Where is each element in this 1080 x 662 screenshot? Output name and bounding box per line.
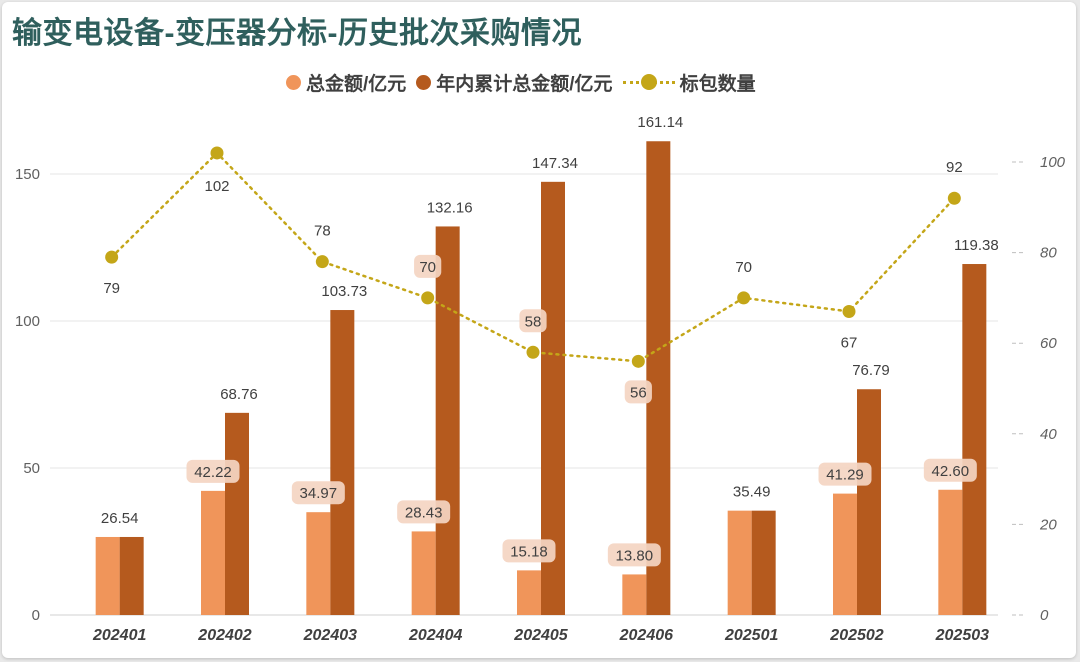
label-cumulative: 119.38: [954, 237, 999, 254]
left-axis-tick-label: 100: [15, 313, 40, 330]
point-count: [210, 146, 224, 160]
point-count: [947, 191, 961, 205]
bar-cumulative: [435, 226, 460, 616]
label-total-bg: [291, 481, 345, 505]
bar-total: [938, 489, 963, 615]
bar-cumulative: [330, 310, 355, 615]
label-cumulative: 76.79: [852, 362, 890, 379]
label-count: 67: [841, 334, 858, 351]
label-cumulative: 161.14: [637, 114, 683, 131]
legend-item-count: 标包数量: [622, 69, 756, 96]
label-total-bg: [397, 500, 451, 524]
label-count-bg: [519, 309, 547, 333]
label-count: 70: [735, 259, 752, 276]
x-axis-tick-label: 202503: [935, 627, 989, 644]
label-count-bg: [414, 254, 442, 278]
point-count: [737, 291, 751, 305]
right-axis-tick-label: 20: [1039, 516, 1057, 533]
point-count: [105, 250, 119, 264]
legend-swatch-total: [286, 74, 301, 90]
legend-swatch-count: [622, 74, 675, 90]
bar-cumulative: [962, 264, 987, 615]
legend-label-total: 总金额/亿元: [306, 73, 407, 95]
x-axis-tick-label: 202501: [724, 627, 778, 644]
label-total: 15.18: [510, 543, 548, 560]
label-total-bg: [607, 543, 661, 567]
bar-cumulative: [646, 141, 671, 615]
bar-cumulative: [751, 510, 776, 615]
point-count: [631, 354, 645, 368]
label-total-bg: [923, 458, 977, 482]
line-count: [110, 151, 956, 363]
bar-total: [727, 510, 752, 615]
label-count: 79: [103, 280, 120, 297]
legend-swatch-cumulative: [416, 74, 432, 90]
label-total: 34.97: [300, 485, 338, 502]
label-count-bg: [624, 380, 652, 404]
label-total-bg: [186, 459, 240, 483]
legend-item-cumulative: 年内累计总金额/亿元: [416, 69, 613, 96]
chart-title: 输变电设备-变压器分标-历史批次采购情况: [12, 17, 582, 50]
bar-cumulative: [119, 536, 144, 615]
x-axis-tick-label: 202405: [513, 627, 568, 644]
label-count: 78: [314, 223, 331, 240]
label-total: 41.29: [826, 467, 864, 484]
label-total: 26.54: [101, 510, 139, 527]
x-axis-tick-label: 202401: [92, 627, 146, 644]
label-count: 56: [630, 384, 647, 401]
x-axis-tick-label: 202502: [829, 627, 883, 644]
label-count: 92: [946, 159, 963, 176]
right-axis-tick-label: 40: [1040, 426, 1057, 443]
legend-item-total: 总金额/亿元: [286, 69, 406, 96]
x-axis-tick-label: 202402: [197, 627, 251, 644]
label-total: 42.22: [194, 464, 232, 481]
left-axis-tick-label: 150: [15, 166, 40, 183]
chart-legend: 总金额/亿元 年内累计总金额/亿元 标包数量: [286, 69, 756, 96]
point-count: [526, 345, 540, 359]
point-count: [315, 255, 329, 269]
bar-cumulative: [225, 412, 249, 615]
point-count: [421, 291, 435, 305]
label-count: 102: [204, 178, 229, 195]
right-axis-tick-label: 100: [1040, 154, 1066, 171]
bar-total: [201, 490, 225, 615]
legend-label-count: 标包数量: [679, 73, 756, 95]
label-cumulative: 132.16: [427, 199, 473, 216]
bar-total: [517, 570, 541, 615]
point-count: [842, 304, 856, 318]
label-cumulative: 68.76: [220, 386, 258, 403]
legend-label-cumulative: 年内累计总金额/亿元: [436, 73, 613, 95]
x-axis-tick-label: 202404: [408, 627, 462, 644]
right-axis-tick-label: 80: [1040, 245, 1057, 262]
right-axis-tick-label: 0: [1040, 607, 1049, 624]
label-cumulative: 147.34: [532, 155, 578, 172]
label-total: 28.43: [405, 504, 443, 521]
bar-total: [622, 574, 647, 615]
bar-cumulative: [857, 389, 881, 615]
bar-total: [306, 512, 331, 615]
label-cumulative: 103.73: [321, 283, 367, 300]
label-total-bg: [502, 539, 556, 563]
label-total: 35.49: [733, 484, 771, 501]
left-axis-tick-label: 0: [32, 607, 40, 624]
right-axis-tick-label: 60: [1040, 335, 1057, 352]
label-count: 70: [419, 259, 436, 276]
bar-total: [833, 493, 857, 615]
label-total-bg: [818, 462, 872, 486]
x-axis-tick-label: 202403: [303, 627, 357, 644]
bar-total: [95, 536, 120, 615]
left-axis-tick-label: 50: [23, 460, 40, 477]
label-count: 58: [525, 313, 542, 330]
label-total: 13.80: [616, 547, 654, 564]
label-total: 42.60: [932, 463, 970, 480]
x-axis-tick-label: 202406: [619, 627, 673, 644]
bar-total: [411, 531, 436, 615]
